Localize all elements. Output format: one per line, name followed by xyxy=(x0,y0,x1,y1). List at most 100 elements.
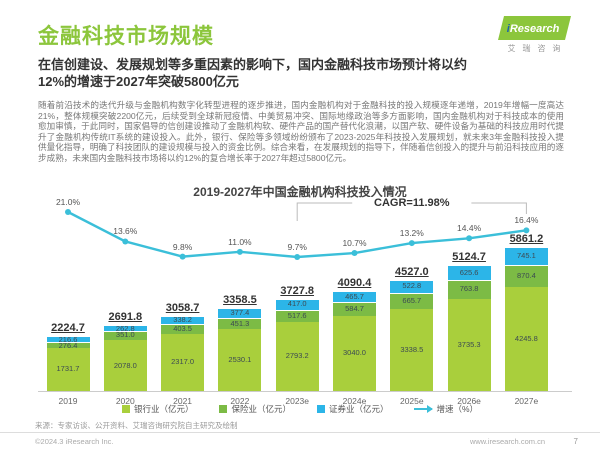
bar-segment-securities-2026e[interactable] xyxy=(447,265,491,281)
growth-point-2021[interactable] xyxy=(179,253,186,260)
bar-segment-securities-2020[interactable] xyxy=(103,324,147,332)
growth-point-2019[interactable] xyxy=(65,209,71,216)
legend-label: 银行业（亿元） xyxy=(133,404,194,414)
bar-value-securities-2024e: 465.7 xyxy=(345,291,364,301)
bar-value-insurance-2019: 276.4 xyxy=(58,340,78,350)
legend-swatch-icon xyxy=(316,405,325,413)
bar-value-bank-2023e: 2793.2 xyxy=(285,351,309,361)
growth-label-2027e: 16.4% xyxy=(514,215,539,226)
bar-segment-insurance-2020[interactable] xyxy=(103,331,147,340)
bar-segment-securities-2022[interactable] xyxy=(218,308,262,318)
bar-segment-bank-2024e[interactable] xyxy=(333,316,376,391)
x-axis-label-2026e[interactable]: 2026e xyxy=(457,396,481,406)
bar-value-securities-2025e: 522.8 xyxy=(402,280,422,290)
legend-swatch-icon xyxy=(219,405,228,413)
chart-plot-area: 1731.7 276.4 216.6 2224.7 2019 2078.0 351.0 262… xyxy=(30,196,580,412)
x-axis-label-2020[interactable]: 2020 xyxy=(115,396,135,406)
growth-label-2019: 21.0% xyxy=(55,197,81,207)
bar-value-insurance-2027e: 870.4 xyxy=(517,271,536,281)
growth-point-2024e[interactable] xyxy=(351,250,358,257)
bar-value-securities-2019: 216.6 xyxy=(58,335,78,345)
bar-segment-bank-2019[interactable] xyxy=(46,348,90,391)
legend-label: 证券业（亿元） xyxy=(328,404,389,414)
copyright-text: ©2024.3 iResearch Inc. xyxy=(35,437,114,446)
bar-segment-insurance-2022[interactable] xyxy=(218,317,262,329)
growth-label-2021: 9.8% xyxy=(172,241,193,252)
bar-value-bank-2027e: 4245.8 xyxy=(514,333,538,343)
bar-segment-securities-2019[interactable] xyxy=(46,336,90,342)
bar-segment-securities-2025e[interactable] xyxy=(390,279,434,293)
growth-label-2024e: 10.7% xyxy=(342,238,367,249)
page-title: 金融科技市场规模 xyxy=(38,25,214,48)
iresearch-logo: iResearch 艾瑞咨询 xyxy=(492,16,576,54)
growth-line-svg xyxy=(65,202,530,260)
bar-segment-bank-2023e[interactable] xyxy=(275,322,319,391)
bar-segment-bank-2021[interactable] xyxy=(161,334,205,391)
x-axis-label-2025e[interactable]: 2025e xyxy=(399,396,424,406)
bar-total-2024e: 4090.4 xyxy=(337,276,372,289)
legend-label: 保险业（亿元） xyxy=(231,404,291,414)
legend-item-insurance[interactable]: 保险业（亿元） xyxy=(219,403,291,415)
x-axis-label-2019[interactable]: 2019 xyxy=(58,396,78,406)
bar-total-2020: 2691.8 xyxy=(108,310,143,323)
bar-total-2023e: 3727.8 xyxy=(280,285,315,298)
x-axis-label-2023e[interactable]: 2023e xyxy=(285,396,309,406)
bar-segment-insurance-2021[interactable] xyxy=(161,324,205,335)
bar-segment-securities-2023e[interactable] xyxy=(275,299,319,310)
iresearch-logo-mark: iResearch xyxy=(497,16,571,40)
growth-point-2022[interactable] xyxy=(236,248,243,255)
legend-item-securities[interactable]: 证券业（亿元） xyxy=(316,403,389,415)
bar-value-securities-2027e: 745.1 xyxy=(517,250,536,260)
analysis-paragraph: 随着前沿技术的迭代升级与金融机构数字化转型进程的逐步推进，国内金融机构对于金融科… xyxy=(38,100,564,163)
website-link[interactable]: www.iresearch.com.cn xyxy=(469,437,545,446)
growth-point-2025e[interactable] xyxy=(408,240,415,247)
x-axis-label-2022[interactable]: 2022 xyxy=(230,396,250,406)
bar-value-bank-2021: 2317.0 xyxy=(171,357,195,367)
bar-value-insurance-2026e: 763.8 xyxy=(459,284,479,294)
bar-value-insurance-2021: 403.5 xyxy=(173,324,192,334)
bar-segment-insurance-2025e[interactable] xyxy=(390,292,434,309)
bar-segment-insurance-2019[interactable] xyxy=(46,341,90,349)
bar-segment-insurance-2026e[interactable] xyxy=(447,280,491,300)
bar-segment-insurance-2023e[interactable] xyxy=(275,309,319,323)
bar-segment-bank-2026e[interactable] xyxy=(447,299,491,391)
growth-point-2020[interactable] xyxy=(122,238,129,245)
bar-value-insurance-2023e: 517.6 xyxy=(287,310,307,320)
bar-value-bank-2019: 1731.7 xyxy=(56,364,80,374)
bar-segment-bank-2025e[interactable] xyxy=(390,308,434,391)
growth-point-2027e[interactable] xyxy=(523,227,530,234)
bar-segment-insurance-2024e[interactable] xyxy=(333,301,376,317)
bar-segment-bank-2020[interactable] xyxy=(103,339,147,391)
bar-value-securities-2021: 338.2 xyxy=(173,314,192,324)
x-axis-label-2021[interactable]: 2021 xyxy=(173,396,193,406)
bar-total-2022: 3358.5 xyxy=(223,294,257,307)
bar-value-securities-2023e: 417.0 xyxy=(287,299,307,309)
bar-segment-securities-2021[interactable] xyxy=(161,315,205,325)
bar-segment-bank-2022[interactable] xyxy=(218,328,262,391)
bar-value-insurance-2024e: 584.7 xyxy=(345,303,364,313)
bar-segment-bank-2027e[interactable] xyxy=(504,286,548,391)
bar-value-insurance-2020: 351.0 xyxy=(115,330,135,340)
bar-value-securities-2026e: 625.6 xyxy=(459,268,479,278)
bar-segment-insurance-2027e[interactable] xyxy=(504,265,548,287)
legend-swatch-icon xyxy=(121,405,130,413)
bar-value-securities-2022: 377.4 xyxy=(230,308,250,318)
chart-title: 2019-2027年中国金融机构科技投入情况 xyxy=(193,185,407,199)
bar-value-bank-2020: 2078.0 xyxy=(113,360,137,370)
footer-divider xyxy=(0,432,600,433)
x-axis-label-2027e[interactable]: 2027e xyxy=(514,396,539,406)
legend-item-bank[interactable]: 银行业（亿元） xyxy=(121,403,194,415)
legend-item-growth[interactable]: 增速（%） xyxy=(414,403,478,415)
bar-total-2025e: 4527.0 xyxy=(394,265,429,278)
growth-point-2023e[interactable] xyxy=(294,254,301,260)
source-note: 来源：专家访谈、公开资料、艾瑞咨询研究院自主研究及绘制 xyxy=(35,421,238,430)
x-axis-label-2024e[interactable]: 2024e xyxy=(342,396,367,406)
bar-segment-securities-2024e[interactable] xyxy=(333,290,376,302)
chart-legend: 银行业（亿元） 保险业（亿元） 证券业（亿元） 增速（%） xyxy=(0,403,600,415)
legend-line-arrow-icon xyxy=(414,405,434,413)
growth-point-2026e[interactable] xyxy=(466,235,473,242)
bar-segment-securities-2027e[interactable] xyxy=(504,246,548,266)
bar-value-bank-2025e: 3338.5 xyxy=(400,344,424,354)
growth-label-2023e: 9.7% xyxy=(287,242,307,252)
bar-total-2026e: 5124.7 xyxy=(452,251,486,264)
